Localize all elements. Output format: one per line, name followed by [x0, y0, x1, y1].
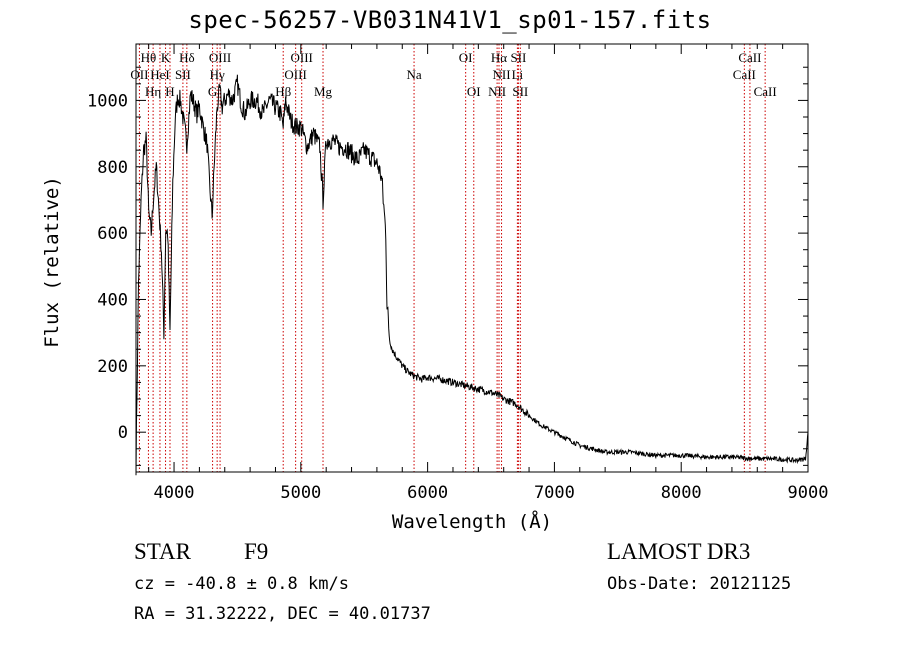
- spectral-line-label: CaII: [738, 50, 761, 65]
- spectral-line-label: OII: [130, 67, 148, 82]
- spectral-line-label: NII: [493, 67, 511, 82]
- spectral-line-label: Hγ: [210, 67, 225, 82]
- spectral-line-label: G: [208, 84, 217, 99]
- flux-line: [135, 74, 809, 476]
- spectral-line-markers: [138, 44, 766, 472]
- spectral-line-label: Li: [512, 67, 524, 82]
- x-tick-label: 6000: [407, 483, 448, 503]
- spectral-line-label: OIII: [284, 67, 306, 82]
- redshift-readout: cz = -40.8 ± 0.8 km/s: [134, 574, 349, 594]
- x-tick-label: 8000: [661, 483, 702, 503]
- spectral-line-label: SII: [510, 50, 526, 65]
- flux-series: [135, 74, 809, 476]
- y-tick-label: 0: [118, 423, 128, 443]
- y-axis-label: Flux (relative): [41, 176, 63, 348]
- spectral-line-label: Hβ: [275, 84, 291, 99]
- sky-coordinates: RA = 31.32222, DEC = 40.01737: [134, 604, 431, 624]
- x-tick-label: 5000: [280, 483, 321, 503]
- spectral-line-label: NII: [488, 84, 506, 99]
- y-tick-label: 800: [97, 158, 128, 178]
- spectral-line-label: SII: [512, 84, 528, 99]
- spectral-line-label: H: [165, 84, 174, 99]
- plot-axes: [135, 43, 809, 473]
- y-tick-label: 600: [97, 224, 128, 244]
- spectral-line-label: CaII: [754, 84, 777, 99]
- observation-date: Obs-Date: 20121125: [607, 574, 792, 594]
- survey-name: LAMOST DR3: [607, 539, 751, 564]
- spectral-line-label: HeI: [150, 67, 170, 82]
- chart-title: spec-56257-VB031N41V1_sp01-157.fits: [188, 6, 712, 34]
- x-tick-label: 7000: [534, 483, 575, 503]
- spectral-line-label: OIII: [209, 50, 231, 65]
- object-subclass: F9: [244, 539, 269, 564]
- y-tick-label: 400: [97, 290, 128, 310]
- tick-labels: 4000 5000 6000 7000 8000 9000 0 200 400 600 800 100…: [87, 91, 828, 503]
- spectral-line-label: Hδ: [179, 50, 195, 65]
- spectral-line-label: CaII: [733, 67, 756, 82]
- spectral-line-label: OI: [459, 50, 473, 65]
- y-tick-label: 1000: [87, 91, 128, 111]
- spectral-line-label: K: [161, 50, 171, 65]
- spectral-line-label: Hα: [491, 50, 507, 65]
- spectral-line-label: Hθ: [141, 50, 157, 65]
- x-axis-label: Wavelength (Å): [391, 511, 553, 533]
- spectral-line-label: SII: [175, 67, 191, 82]
- spectral-line-label: OI: [467, 84, 481, 99]
- spectral-line-label: OIII: [291, 50, 313, 65]
- spectral-line-label: Na: [406, 67, 421, 82]
- spectral-line-label: Hη: [145, 84, 161, 99]
- x-tick-label: 4000: [154, 483, 195, 503]
- object-class: STAR: [134, 539, 191, 564]
- spectral-line-label: Mg: [314, 84, 333, 99]
- plot-frame: [135, 43, 809, 473]
- x-tick-label: 9000: [788, 483, 829, 503]
- y-tick-label: 200: [97, 357, 128, 377]
